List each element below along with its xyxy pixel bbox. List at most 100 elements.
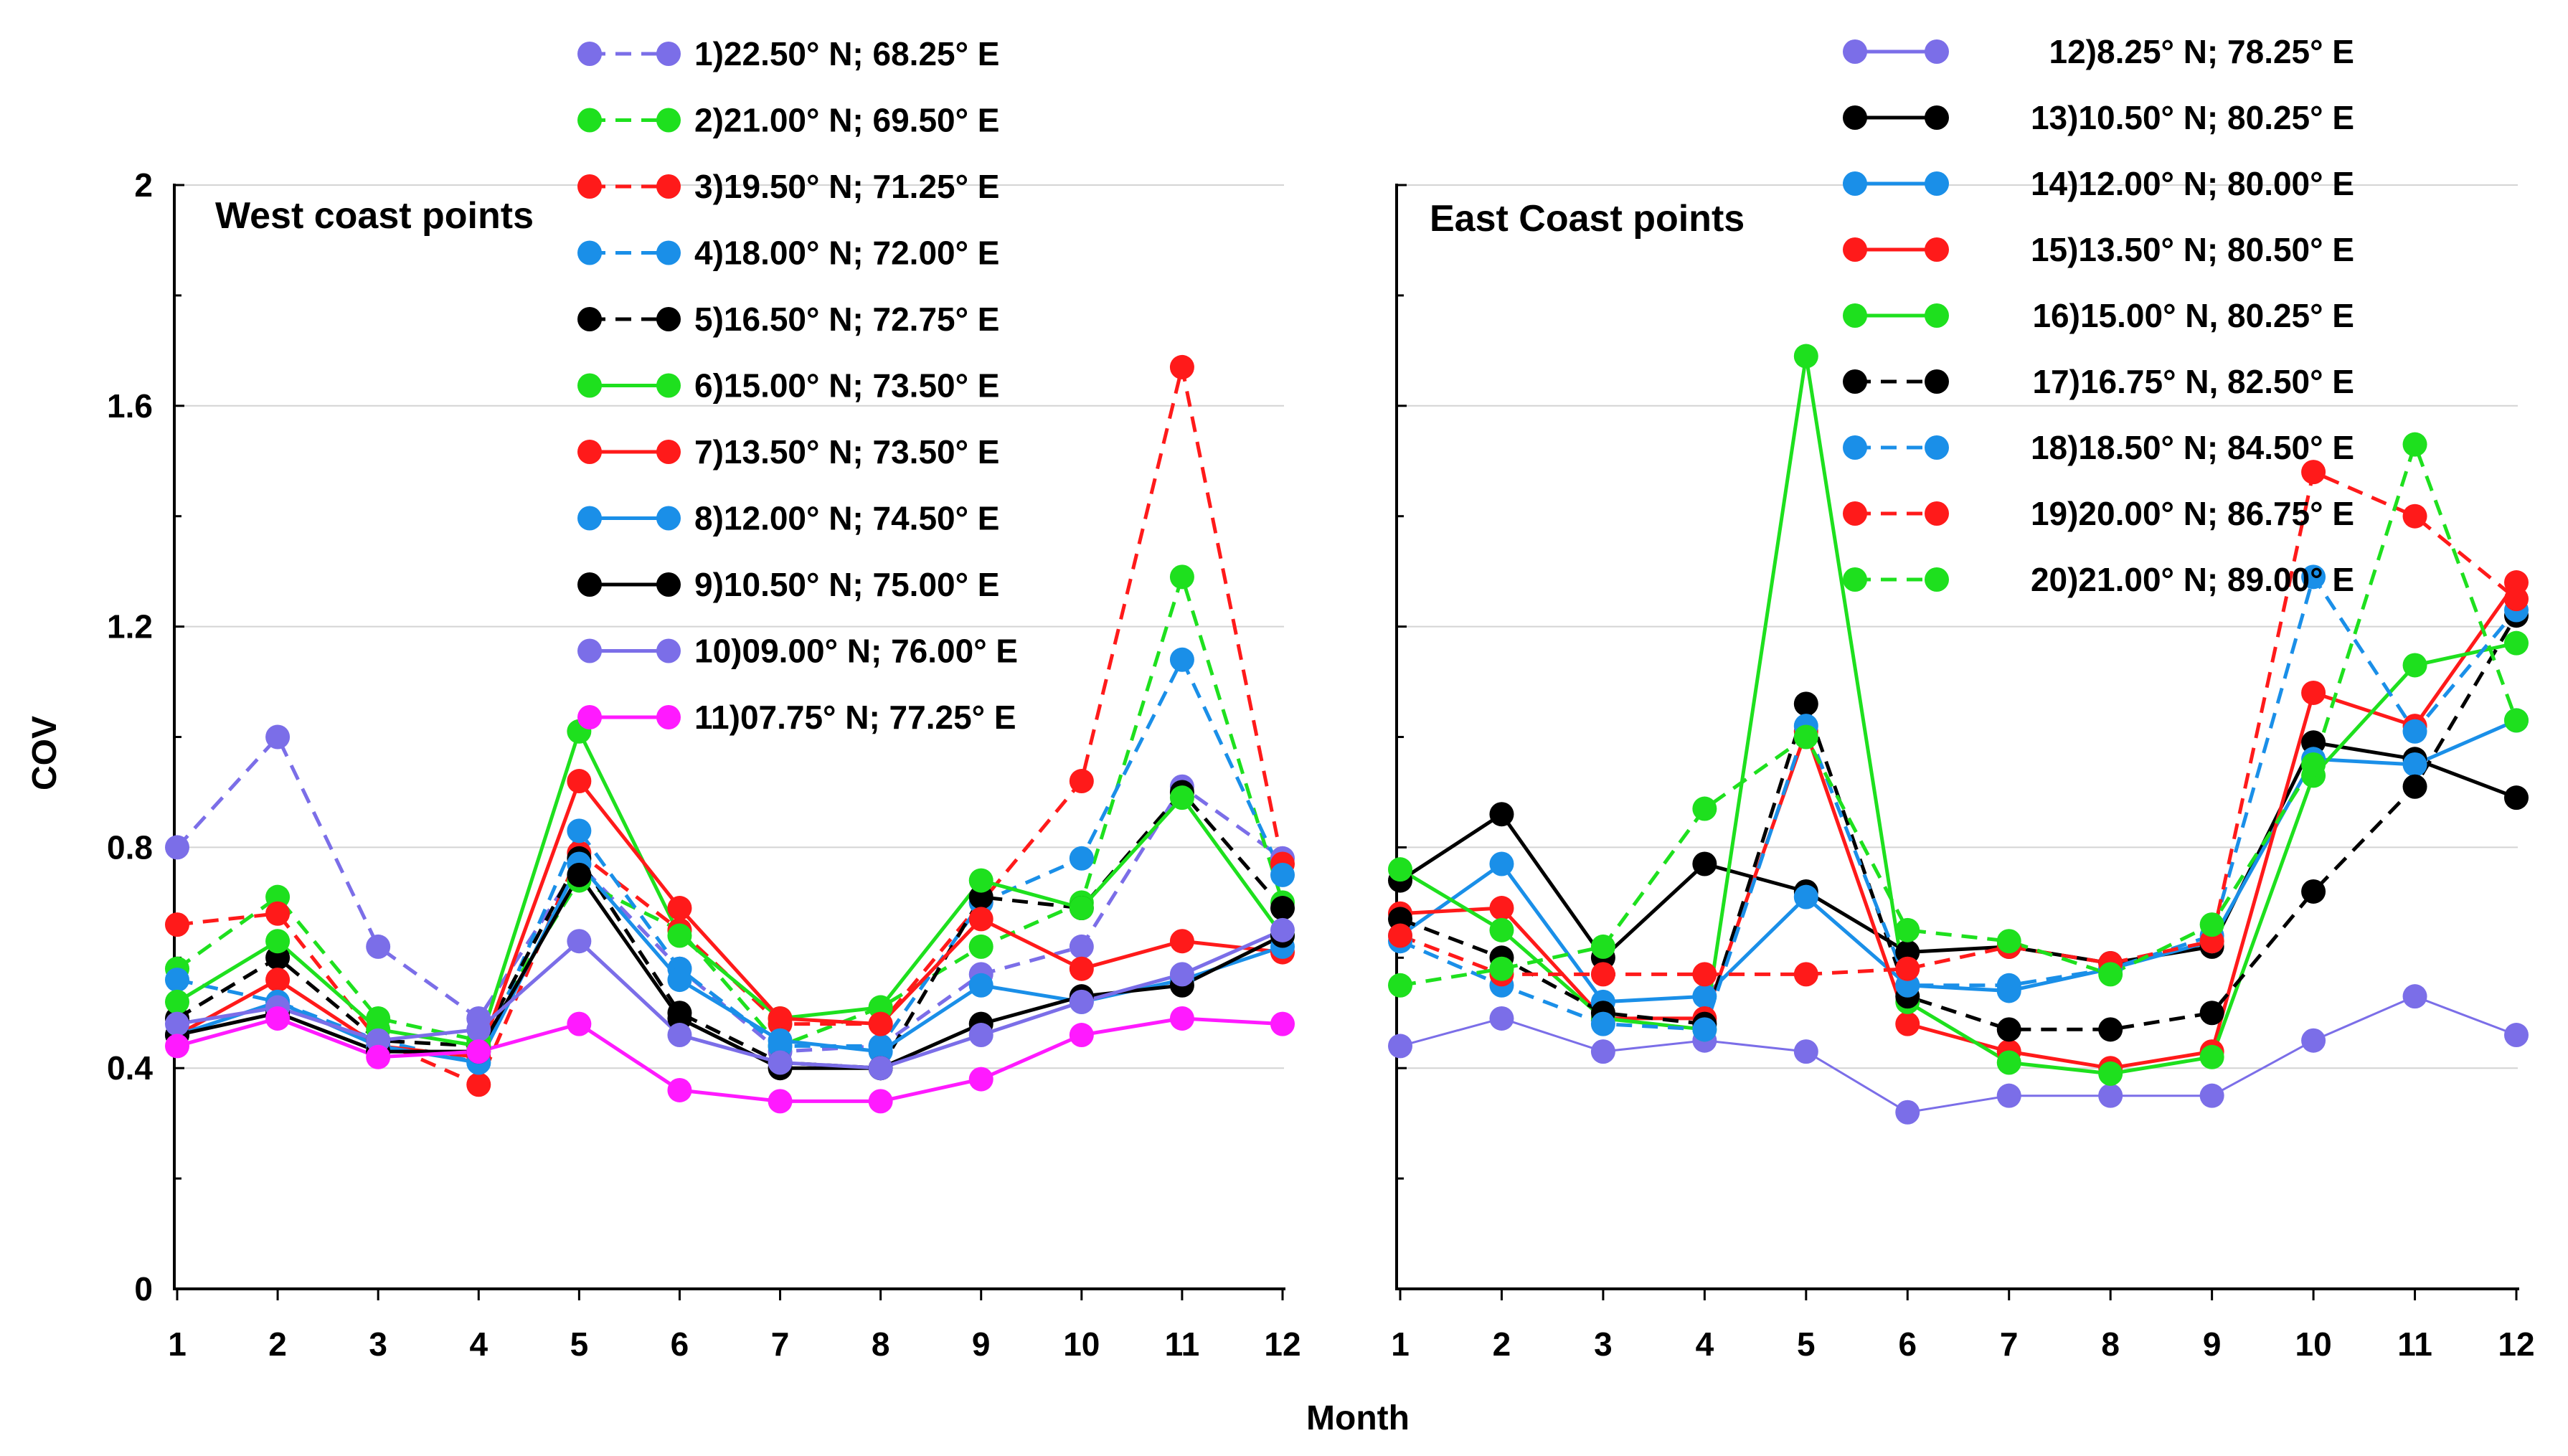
data-point bbox=[868, 1089, 893, 1114]
y-tick-label: 1.2 bbox=[107, 608, 153, 646]
data-point bbox=[2402, 432, 2427, 457]
legend-marker bbox=[656, 307, 681, 331]
x-tick-label: 12 bbox=[2498, 1325, 2534, 1363]
x-tick-label: 7 bbox=[771, 1325, 790, 1363]
data-point bbox=[2402, 774, 2427, 799]
legend-label: 12)8.25° N; 78.25° E bbox=[2049, 33, 2354, 70]
legend-label: 9)10.50° N; 75.00° E bbox=[694, 566, 999, 603]
data-point bbox=[1069, 956, 1094, 981]
data-point bbox=[1489, 1006, 1514, 1031]
x-tick-label: 6 bbox=[671, 1325, 689, 1363]
data-point bbox=[2098, 962, 2123, 987]
data-point bbox=[265, 1006, 291, 1031]
data-point bbox=[2504, 630, 2529, 656]
data-point bbox=[1996, 929, 2021, 954]
legend-label: 10)09.00° N; 76.00° E bbox=[694, 633, 1018, 670]
data-point bbox=[1069, 1023, 1094, 1048]
legend-marker bbox=[577, 440, 602, 464]
legend-label: 17)16.75° N, 82.50° E bbox=[2032, 363, 2354, 400]
legend-label: 11)07.75° N; 77.25° E bbox=[694, 699, 1016, 736]
legend-marker bbox=[656, 42, 681, 66]
data-point bbox=[165, 912, 189, 937]
data-point bbox=[1169, 564, 1194, 590]
legend-marker bbox=[656, 572, 681, 597]
data-point bbox=[2098, 1061, 2123, 1086]
series-line bbox=[1399, 719, 2517, 1004]
data-point bbox=[165, 1034, 189, 1059]
data-point bbox=[667, 896, 692, 921]
series-line bbox=[176, 873, 1284, 1070]
legend-marker bbox=[577, 174, 602, 199]
legend-marker bbox=[1843, 105, 1867, 130]
data-point bbox=[768, 1028, 793, 1053]
legend-marker bbox=[656, 373, 681, 398]
data-point bbox=[1270, 896, 1295, 921]
data-point bbox=[1996, 1017, 2021, 1042]
legend-marker bbox=[1925, 501, 1949, 526]
series-line bbox=[176, 575, 1285, 1048]
legend-marker bbox=[577, 307, 602, 331]
data-point bbox=[1169, 647, 1194, 672]
data-point bbox=[165, 989, 189, 1014]
legend-label: 2)21.00° N; 69.50° E bbox=[694, 102, 999, 139]
data-point bbox=[968, 973, 993, 998]
data-point bbox=[2301, 752, 2326, 777]
data-point bbox=[265, 968, 291, 993]
legend-marker bbox=[577, 506, 602, 531]
series-line bbox=[176, 735, 1284, 1054]
legend-marker bbox=[656, 506, 681, 531]
data-point bbox=[567, 1011, 592, 1036]
legend-marker bbox=[656, 174, 681, 199]
data-point bbox=[1489, 917, 1514, 942]
x-tick-label: 8 bbox=[2101, 1325, 2120, 1363]
data-point bbox=[2402, 719, 2427, 744]
x-tick-label: 1 bbox=[168, 1325, 187, 1363]
legend-marker bbox=[1925, 39, 1949, 64]
data-point bbox=[1996, 973, 2021, 998]
x-tick-label: 5 bbox=[570, 1325, 589, 1363]
data-point bbox=[1895, 1100, 1920, 1125]
legend-marker bbox=[1843, 303, 1867, 328]
series-line bbox=[1399, 581, 2519, 1070]
data-point bbox=[667, 1077, 692, 1102]
data-point bbox=[1388, 923, 1412, 948]
legend-marker bbox=[1843, 369, 1867, 394]
y-tick-label: 2 bbox=[134, 166, 153, 204]
legend-label: 14)12.00° N; 80.00° E bbox=[2031, 165, 2354, 202]
data-point bbox=[1590, 934, 1615, 959]
data-point bbox=[1692, 851, 1717, 876]
legend-label: 8)12.00° N; 74.50° E bbox=[694, 500, 999, 537]
panel-title: West coast points bbox=[215, 195, 534, 237]
legend-label: 4)18.00° N; 72.00° E bbox=[694, 235, 999, 272]
series-line bbox=[176, 1016, 1283, 1103]
x-tick-label: 2 bbox=[1493, 1325, 1511, 1363]
data-point bbox=[868, 1011, 893, 1036]
legend-marker bbox=[1843, 171, 1867, 196]
legend-marker bbox=[577, 240, 602, 265]
x-tick-label: 10 bbox=[1063, 1325, 1100, 1363]
data-point bbox=[1270, 917, 1295, 942]
data-point bbox=[1169, 1006, 1194, 1031]
data-point bbox=[1270, 862, 1295, 887]
data-point bbox=[567, 769, 592, 794]
data-point bbox=[667, 968, 692, 993]
x-tick-label: 8 bbox=[872, 1325, 890, 1363]
legend-label: 19)20.00° N; 86.75° E bbox=[2031, 495, 2354, 532]
data-point bbox=[265, 724, 291, 750]
data-point bbox=[1590, 1011, 1615, 1036]
data-point bbox=[1895, 917, 1920, 942]
data-point bbox=[1069, 896, 1094, 921]
series-line bbox=[1399, 470, 2518, 976]
data-point bbox=[2402, 984, 2427, 1009]
data-point bbox=[1895, 1011, 1920, 1036]
legend-marker bbox=[577, 638, 602, 663]
data-point bbox=[1169, 962, 1194, 987]
data-point bbox=[165, 1011, 189, 1036]
legend-label: 5)16.50° N; 72.75° E bbox=[694, 301, 999, 338]
data-point bbox=[868, 1056, 893, 1081]
data-point bbox=[667, 923, 692, 948]
series-line bbox=[176, 365, 1285, 1087]
data-point bbox=[2301, 564, 2326, 590]
